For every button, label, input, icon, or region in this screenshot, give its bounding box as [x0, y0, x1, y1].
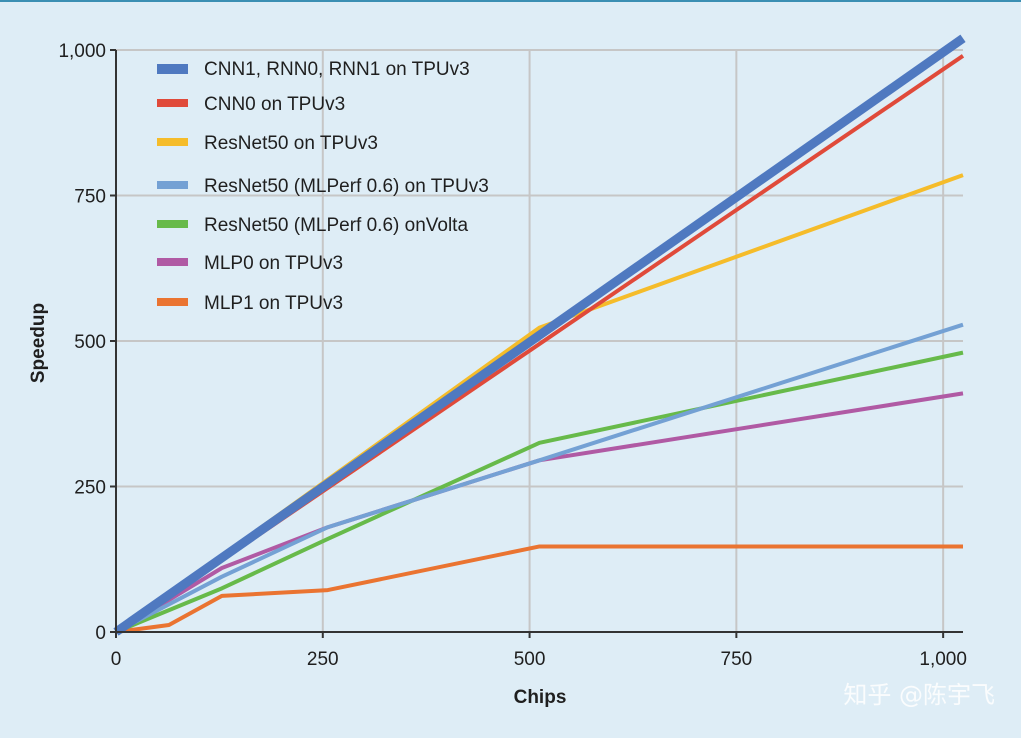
- y-tick-label: 250: [74, 478, 106, 499]
- series-lines: [113, 34, 966, 636]
- legend-label: ResNet50 on TPUv3: [204, 133, 378, 154]
- series-line-4: [115, 322, 964, 634]
- y-tick-label: 0: [95, 623, 106, 644]
- legend-swatch: [157, 99, 188, 107]
- legend-label: CNN1, RNN0, RNN1 on TPUv3: [204, 59, 470, 80]
- y-tick-label: 750: [74, 187, 106, 208]
- legend-swatch: [157, 258, 188, 266]
- x-tick-label: 500: [514, 649, 546, 670]
- legend: CNN1, RNN0, RNN1 on TPUv3 CNN0 on TPUv3 Re…: [157, 59, 489, 314]
- series-line-1: [113, 34, 966, 636]
- grid: [116, 49, 963, 632]
- legend-label: MLP1 on TPUv3: [204, 293, 343, 314]
- y-tick-label: 500: [74, 332, 106, 353]
- x-tick-label: 250: [307, 649, 339, 670]
- y-tick-label: 1,000: [58, 41, 106, 62]
- legend-swatch: [157, 220, 188, 228]
- x-tick-label: 750: [721, 649, 753, 670]
- legend-swatch: [157, 181, 188, 189]
- legend-label: ResNet50 (MLPerf 0.6) on TPUv3: [204, 176, 489, 197]
- legend-swatch: [157, 298, 188, 306]
- watermark: 知乎 @陈宇飞: [843, 681, 995, 709]
- legend-swatch: [157, 64, 188, 74]
- legend-label: CNN0 on TPUv3: [204, 94, 345, 115]
- series-line-5: [115, 350, 964, 634]
- y-axis-title: Speedup: [28, 303, 49, 383]
- legend-label: ResNet50 (MLPerf 0.6) onVolta: [204, 215, 468, 236]
- top-rule: [0, 0, 1021, 2]
- x-tick-label: 1,000: [919, 649, 967, 670]
- legend-label: MLP0 on TPUv3: [204, 253, 343, 274]
- x-axis-title: Chips: [514, 687, 567, 708]
- tick-labels: 0 250 500 750 1,000 0 250 500 750 1,000: [58, 41, 966, 670]
- legend-swatch: [157, 138, 188, 146]
- x-tick-label: 0: [111, 649, 122, 670]
- series-line-3: [114, 173, 964, 634]
- series-line-7: [115, 544, 963, 634]
